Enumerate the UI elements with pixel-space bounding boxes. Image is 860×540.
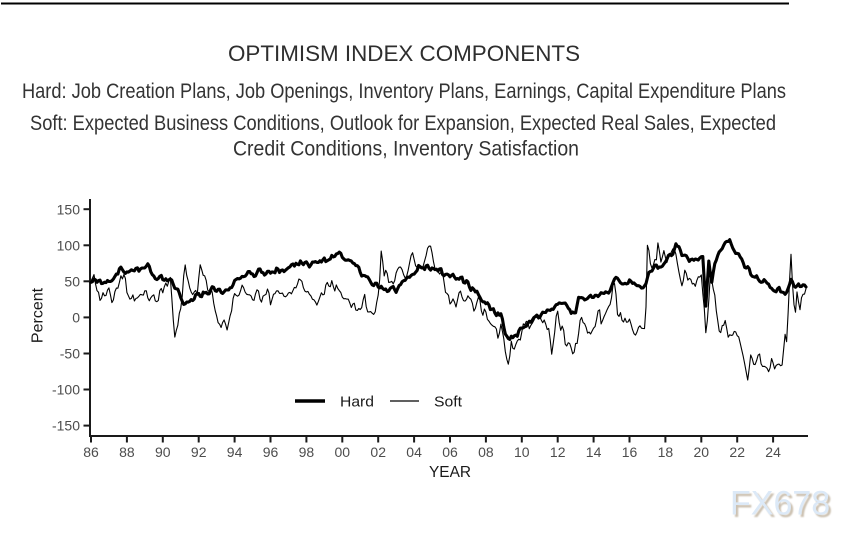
svg-text:90: 90 [155,444,171,460]
svg-text:14: 14 [586,444,602,460]
svg-text:Hard: Hard [340,393,374,410]
svg-text:96: 96 [263,444,279,460]
svg-text:92: 92 [191,444,207,460]
svg-text:94: 94 [227,444,243,460]
svg-text:86: 86 [83,444,99,460]
svg-text:-150: -150 [52,418,80,434]
svg-text:00: 00 [335,444,351,460]
svg-text:FX678: FX678 [730,485,830,523]
svg-text:18: 18 [658,444,674,460]
svg-text:Soft: Soft [434,393,463,410]
svg-text:02: 02 [370,444,386,460]
svg-text:10: 10 [514,444,530,460]
svg-text:20: 20 [694,444,710,460]
svg-text:150: 150 [57,201,81,217]
svg-text:24: 24 [765,444,781,460]
svg-text:0: 0 [72,310,80,326]
svg-text:100: 100 [57,237,81,253]
svg-text:-100: -100 [52,382,80,398]
svg-text:Percent: Percent [29,287,46,343]
svg-text:YEAR: YEAR [429,464,471,481]
svg-text:06: 06 [442,444,458,460]
svg-text:04: 04 [406,444,422,460]
svg-text:98: 98 [299,444,315,460]
svg-text:50: 50 [64,273,80,289]
svg-text:-50: -50 [60,346,80,362]
svg-text:22: 22 [729,444,745,460]
svg-text:16: 16 [622,444,638,460]
svg-text:Hard: Job Creation Plans, Job: Hard: Job Creation Plans, Job Openings, … [22,80,786,103]
svg-text:Soft: Expected Business Condit: Soft: Expected Business Conditions, Outl… [30,112,776,135]
svg-text:88: 88 [119,444,135,460]
svg-text:OPTIMISM INDEX COMPONENTS: OPTIMISM INDEX COMPONENTS [228,41,580,66]
svg-text:FX678: FX678 [732,487,832,525]
svg-text:12: 12 [550,444,566,460]
svg-text:08: 08 [478,444,494,460]
svg-text:Credit Conditions, Inventory S: Credit Conditions, Inventory Satisfactio… [233,138,579,161]
